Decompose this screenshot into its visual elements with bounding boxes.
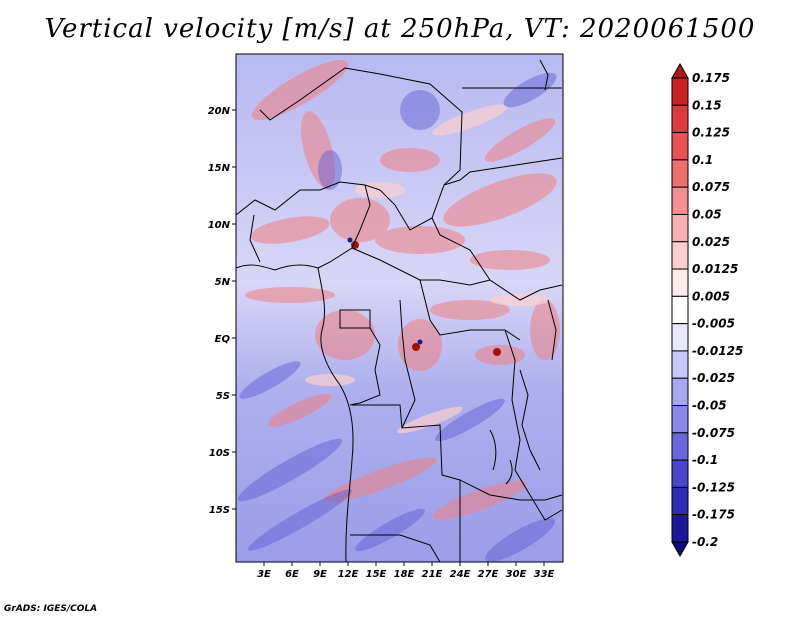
lon-label: 12E [338, 569, 359, 580]
lon-label: 6E [285, 569, 299, 580]
grads-credit: GrADS: IGES/COLA [4, 604, 98, 614]
colorbar-segment [671, 104, 689, 134]
colorbar-segment [671, 268, 689, 297]
colorbar-label: -0.05 [692, 399, 727, 413]
colorbar-label: 0.025 [692, 235, 730, 249]
lon-label: 33E [534, 569, 555, 580]
colorbar-label: 0.05 [692, 207, 722, 221]
colorbar-label: -0.005 [692, 317, 735, 331]
lat-label: 5S [216, 391, 230, 402]
lon-label: 18E [394, 569, 415, 580]
colorbar-label: 0.175 [692, 71, 730, 85]
colorbar-segment [671, 62, 689, 79]
lon-label: 15E [366, 569, 387, 580]
lat-label: 15N [208, 163, 231, 174]
colorbar-label: -0.1 [692, 453, 718, 467]
colorbar-segment [671, 377, 689, 407]
colorbar-segment [671, 350, 689, 379]
lon-label: 21E [422, 569, 443, 580]
lat-label: 20N [208, 106, 231, 117]
colorbar-segment [671, 186, 689, 215]
colorbar-segment [671, 405, 689, 434]
colorbar-label: 0.1 [692, 153, 713, 167]
colorbar-segment [671, 77, 689, 106]
colorbar-segment [671, 159, 689, 188]
map-title: Vertical velocity [m/s] at 250hPa, VT: 2… [44, 14, 756, 44]
colorbar-segment [671, 432, 689, 461]
colorbar-segment [671, 459, 689, 488]
colorbar: 0.175 0.15 0.125 0.1 0.075 0.05 0.025 0.0125 0.0… [671, 62, 743, 558]
lat-label: EQ [215, 334, 231, 345]
colorbar-segment [671, 514, 689, 543]
colorbar-label: -0.175 [692, 508, 735, 522]
colorbar-label: 0.075 [692, 180, 730, 194]
colorbar-label: 0.125 [692, 126, 730, 140]
colorbar-segment [671, 213, 689, 243]
colorbar-segment [671, 241, 689, 270]
colorbar-label: -0.0125 [692, 344, 743, 358]
colorbar-segment [671, 323, 689, 352]
lat-label: 15S [209, 505, 230, 516]
colorbar-segment [671, 295, 689, 325]
colorbar-label: 0.0125 [692, 262, 738, 276]
colorbar-segment [671, 486, 689, 516]
lat-label: 10S [209, 448, 230, 459]
colorbar-segment [671, 132, 689, 161]
colorbar-label: 0.005 [692, 289, 730, 303]
colorbar-label: 0.15 [692, 98, 722, 112]
lon-label: 30E [506, 569, 527, 580]
lon-label: 27E [478, 569, 499, 580]
colorbar-label: -0.2 [692, 535, 718, 549]
lon-label: 24E [450, 569, 471, 580]
colorbar-label: -0.025 [692, 371, 735, 385]
colorbar-label: -0.125 [692, 480, 735, 494]
lat-label: 5N [215, 277, 231, 288]
colorbar-segment [671, 541, 689, 558]
vertical-velocity-field [236, 59, 563, 562]
lon-label: 9E [313, 569, 327, 580]
lon-label: 3E [257, 569, 271, 580]
axis-ticks [232, 109, 545, 566]
colorbar-label: -0.075 [692, 426, 735, 440]
lat-label: 10N [208, 220, 231, 231]
